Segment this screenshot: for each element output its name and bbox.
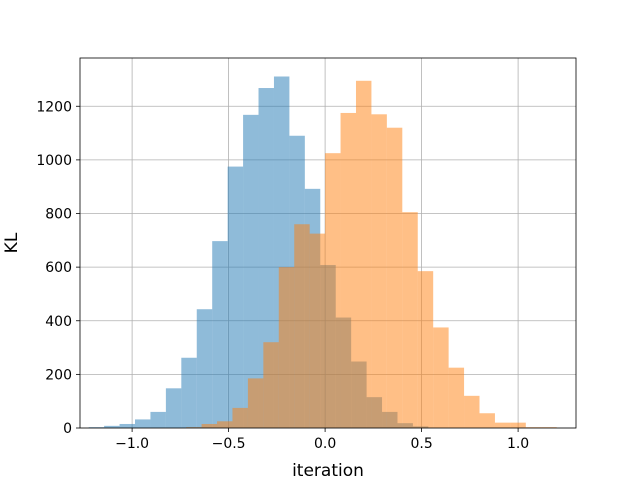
histogram-bar-series-2 [278, 267, 295, 428]
y-tick-label: 200 [45, 367, 72, 383]
histogram-bar-series-2 [417, 271, 434, 428]
histogram-bar-series-2 [232, 407, 248, 428]
histogram-bar-series-2 [201, 423, 218, 428]
histogram-bar-series-2 [247, 378, 264, 428]
x-tick-label: −1.0 [115, 436, 149, 452]
histogram-bar-series-2 [186, 427, 202, 428]
histogram-bar-series-1 [104, 425, 120, 428]
histogram-bar-series-2 [340, 112, 356, 428]
x-tick-label: 1.0 [507, 436, 529, 452]
histogram-bar-series-2 [217, 421, 233, 428]
histogram-bar-series-2 [402, 212, 418, 428]
histogram-bar-series-2 [494, 422, 511, 428]
histogram-bar-series-2 [525, 427, 542, 428]
histogram-bars [88, 76, 557, 429]
histogram-bar-series-2 [433, 327, 449, 428]
histogram-bar-series-1 [243, 114, 259, 428]
histogram-bar-series-2 [386, 127, 403, 428]
y-axis-ticks: 0 200 400 600 800 1000 1200 [36, 99, 80, 437]
histogram-bar-series-1 [88, 427, 105, 428]
histogram-bar-series-1 [212, 241, 228, 428]
x-axis-ticks: −1.0 −0.5 0.0 0.5 1.0 [115, 428, 529, 452]
histogram-bar-series-1 [119, 423, 136, 428]
x-tick-label: 0.5 [410, 436, 432, 452]
histogram-bar-series-2 [294, 224, 310, 428]
y-tick-label: 1200 [36, 99, 72, 115]
y-tick-label: 400 [45, 314, 72, 330]
x-tick-label: 0.0 [314, 436, 336, 452]
histogram-bar-series-2 [325, 153, 341, 428]
histogram-bar-series-2 [309, 233, 326, 428]
histogram-bar-series-1 [150, 411, 166, 428]
histogram-bar-series-1 [181, 357, 197, 428]
histogram-bar-series-2 [479, 413, 495, 428]
histogram-bar-series-2 [263, 342, 279, 428]
histogram-bar-series-2 [371, 114, 387, 428]
x-axis-label: iteration [292, 461, 364, 480]
histogram-bar-series-1 [196, 309, 213, 428]
y-tick-label: 800 [45, 207, 72, 223]
histogram-bar-series-2 [541, 427, 557, 428]
y-axis-label: KL [2, 232, 22, 253]
plot-area-frame [79, 57, 577, 429]
y-tick-label: 600 [45, 260, 72, 276]
histogram-bar-series-1 [135, 419, 151, 428]
histogram-bar-series-2 [464, 395, 480, 428]
histogram-bar-series-2 [355, 80, 372, 428]
y-tick-label: 0 [63, 421, 72, 437]
x-tick-label: −0.5 [212, 436, 246, 452]
histogram-bar-series-1 [227, 166, 244, 428]
histogram-bar-series-2 [448, 367, 465, 428]
histogram-bar-series-2 [510, 422, 526, 428]
y-tick-label: 1000 [36, 153, 72, 169]
histogram-bar-series-1 [165, 388, 182, 428]
